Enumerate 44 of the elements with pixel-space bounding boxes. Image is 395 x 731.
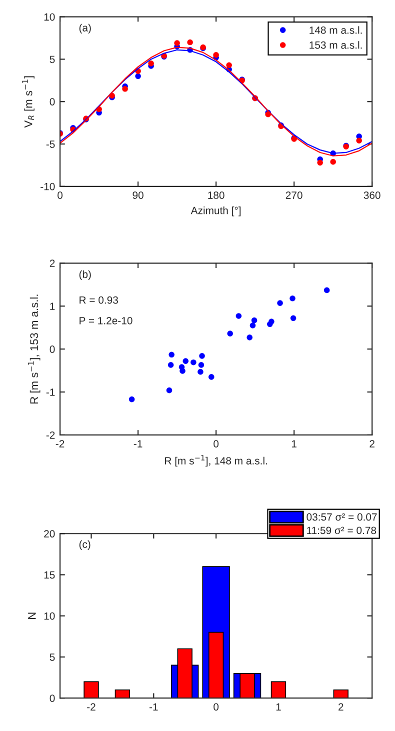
x-tick-label: 0	[58, 192, 63, 199]
legend-label: 11:59 σ² = 0.78	[307, 526, 376, 534]
annotation: (a)	[79, 24, 91, 34]
x-tick-label: 1	[292, 440, 296, 448]
y-tick-label: 0	[50, 346, 55, 353]
legend-label: 148 m a.s.l.	[310, 26, 362, 34]
x-tick-label: 1	[276, 703, 281, 711]
x-tick-label: -1	[149, 703, 158, 711]
x-tick-label: -1	[134, 440, 142, 448]
y-tick-label: 20	[44, 530, 55, 538]
y-tick-label: 0	[50, 98, 55, 106]
annotation: (b)	[79, 270, 91, 280]
x-tick-label: -2	[56, 440, 64, 448]
x-axis-title: R [m s$^{−1}$], 148 m a.s.l.	[165, 455, 267, 467]
y-tick-label: 2	[50, 260, 55, 267]
annotation: R = 0.93	[80, 296, 118, 304]
y-tick-label: -10	[40, 182, 55, 190]
y-tick-label: 1	[50, 302, 55, 310]
x-axis-title: Azimuth [°]	[190, 206, 241, 216]
x-tick-label: 180	[208, 192, 224, 199]
x-tick-label: 2	[370, 440, 374, 448]
x-tick-label: 0	[214, 440, 219, 448]
y-tick-label: 5	[50, 654, 55, 661]
y-tick-label: -5	[46, 140, 55, 148]
y-tick-label: 0	[50, 694, 55, 702]
x-tick-label: -2	[87, 703, 96, 711]
x-tick-label: 270	[286, 192, 302, 199]
y-tick-label: -2	[46, 431, 55, 439]
y-axis-title: V$_{R}$ [m s$^{−1}$]	[22, 76, 34, 128]
annotation: (c)	[79, 540, 90, 550]
y-tick-label: 10	[44, 13, 55, 21]
x-tick-label: 90	[132, 192, 144, 199]
y-tick-label: 5	[50, 56, 55, 64]
x-tick-label: 0	[214, 703, 219, 711]
legend-label: 153 m a.s.l.	[310, 41, 362, 49]
annotation: P = 1.2e-10	[80, 316, 132, 324]
y-tick-label: 10	[44, 612, 55, 620]
legend-label: 03:57 σ² = 0.07	[306, 513, 377, 521]
x-tick-label: 360	[364, 192, 380, 199]
x-tick-label: 2	[338, 703, 344, 711]
y-tick-label: -1	[46, 388, 55, 396]
y-axis-title: N	[28, 612, 36, 619]
y-axis-title: R [m s$^{−1}$], 153 m a.s.l.	[28, 294, 40, 404]
y-tick-label: 15	[44, 571, 55, 579]
